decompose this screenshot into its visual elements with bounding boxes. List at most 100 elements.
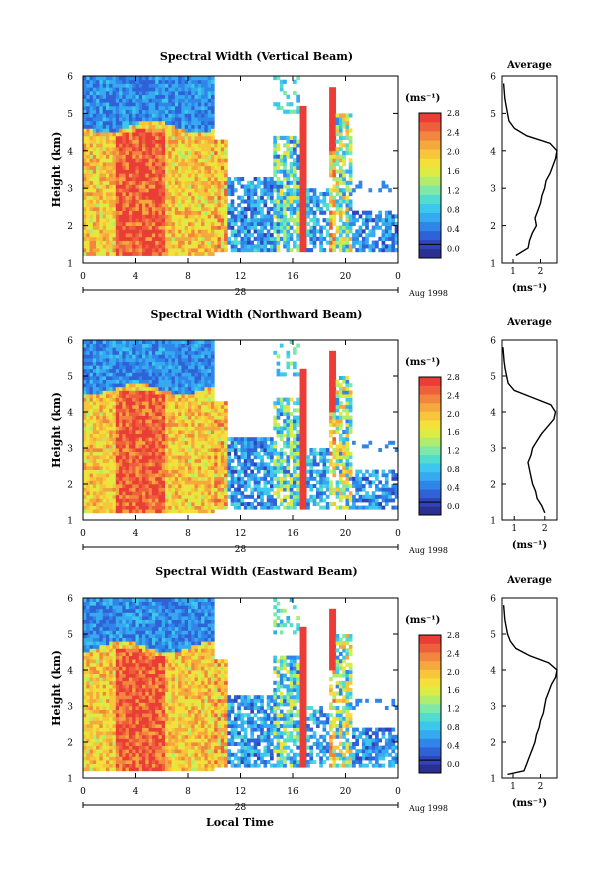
heatmap-cell [388,221,392,226]
heatmap-cell [345,195,350,200]
heatmap-cell [92,105,97,111]
heatmap-cell [89,206,94,212]
heatmap-cell [125,79,130,84]
heatmap-cell [142,404,146,409]
heatmap-cell [335,244,340,249]
heatmap-cell [135,191,140,197]
heatmap-cell [92,419,97,424]
heatmap-cell [204,408,209,413]
heatmap-cell [96,480,100,485]
heatmap-cell [188,358,192,362]
heatmap-cell [155,509,159,514]
heatmap-cell [148,199,153,204]
heatmap-cell [89,158,94,163]
heatmap-cell [273,225,277,230]
heatmap-cell [197,199,202,204]
heatmap-cell [171,340,176,344]
heatmap-cell [102,473,107,478]
heatmap-cell [132,404,136,409]
heatmap-cell [105,358,110,362]
average-y-tick-label: 4 [490,147,496,157]
heatmap-cell [105,379,110,384]
heatmap-cell [210,354,215,359]
heatmap-cell [247,188,251,193]
heatmap-cell [122,412,127,416]
heatmap-cell [256,221,261,226]
heatmap-cell [96,169,100,174]
heatmap-cell [96,343,100,348]
heatmap-cell [155,455,159,460]
heatmap-cell [181,87,186,92]
heatmap-cell [188,139,192,144]
heatmap-cell [283,90,287,96]
heatmap-cell [181,473,186,478]
heatmap-cell [197,502,202,506]
heatmap-cell [83,466,87,470]
heatmap-cell [158,83,163,88]
heatmap-cell [102,154,107,159]
heatmap-cell [299,162,304,167]
heatmap-cell [102,415,107,420]
heatmap-cell [135,343,140,348]
heatmap-cell [119,358,123,362]
heatmap-cell [142,132,146,137]
heatmap-cell [197,210,202,215]
heatmap-cell [184,383,189,388]
heatmap-cell [171,188,176,193]
heatmap-cell [204,173,209,178]
heatmap-cell [115,229,120,234]
heatmap-cell [92,365,97,370]
heatmap-cell [181,176,186,182]
heatmap-cell [197,480,202,485]
heatmap-cell [184,218,189,223]
heatmap-cell [201,462,205,467]
heatmap-cell [332,184,337,189]
heatmap-cell [122,397,127,402]
heatmap-cell [197,244,202,249]
heatmap-cell [155,124,159,129]
heatmap-cell [102,90,107,96]
heatmap-cell [112,199,117,204]
heatmap-cell [168,440,172,445]
heatmap-cell [142,154,146,159]
heatmap-cell [207,354,212,359]
heatmap-cell [171,244,176,249]
heatmap-cell [171,419,176,424]
heatmap-cell [181,440,186,445]
heatmap-cell [197,188,202,193]
colorbar-tick-label: 1.6 [447,167,460,176]
heatmap-cell [329,154,333,159]
heatmap-cell [151,433,156,438]
heatmap-cell [168,404,172,409]
heatmap-cell [151,169,156,174]
heatmap-cell [181,94,186,99]
heatmap-cell [168,505,172,510]
heatmap-cell [119,195,123,200]
heatmap-cell [142,221,146,226]
heatmap-cell [148,358,153,362]
heatmap-cell [273,169,277,174]
heatmap-cell [161,376,166,380]
heatmap-cell [109,203,113,208]
heatmap-cell [352,188,356,193]
heatmap-cell [145,195,150,200]
heatmap-cell [102,165,107,170]
heatmap-cell [115,455,120,460]
heatmap-cell [142,491,146,496]
heatmap-cell [138,361,143,366]
heatmap-cell [217,158,222,163]
heatmap-cell [207,191,212,197]
heatmap-cell [188,480,192,485]
heatmap-cell [191,113,195,118]
heatmap-cell [148,188,153,193]
heatmap-cell [201,79,205,84]
heatmap-cell [115,354,120,359]
heatmap-cell [197,139,202,144]
heatmap-cell [96,509,100,514]
heatmap-cell [105,401,110,406]
heatmap-cell [319,240,323,245]
heatmap-cell [266,233,271,238]
heatmap-cell [119,221,123,226]
heatmap-cell [299,180,304,185]
heatmap-cell [325,221,330,226]
